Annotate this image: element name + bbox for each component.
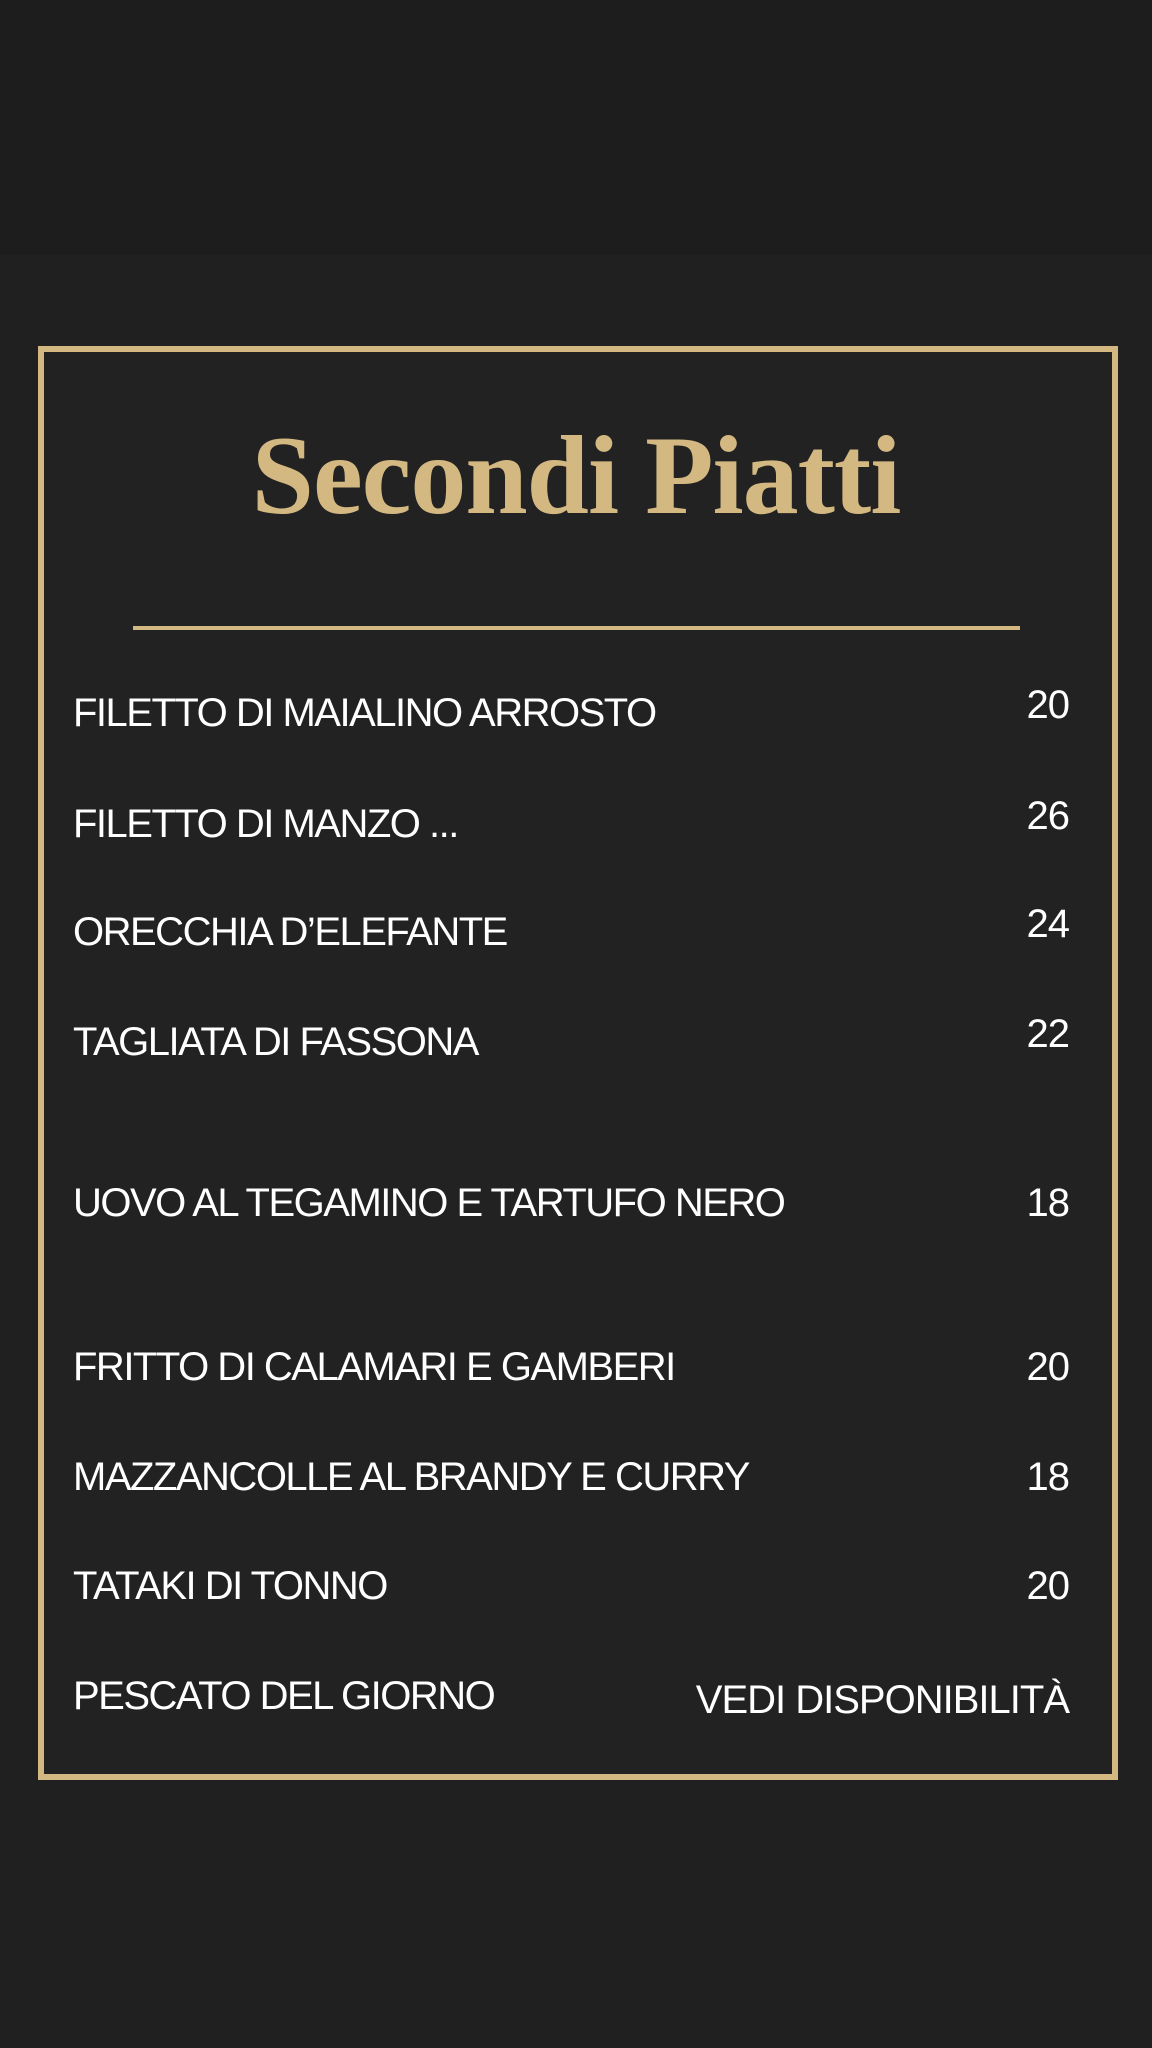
item-name: TAGLIATA DI FASSONA bbox=[73, 1020, 479, 1064]
menu-item: MAZZANCOLLE AL BRANDY E CURRY 18 bbox=[73, 1452, 1070, 1502]
menu-item: ORECCHIA D’ELEFANTE 24 bbox=[73, 902, 1070, 957]
item-price: 26 bbox=[1026, 794, 1070, 838]
menu-item: PESCATO DEL GIORNO VEDI DISPONIBILITÀ bbox=[73, 1671, 1070, 1722]
menu-title: Secondi Piatti bbox=[251, 414, 902, 538]
item-name: FILETTO DI MAIALINO ARROSTO bbox=[73, 691, 657, 735]
item-price: 20 bbox=[1026, 1345, 1070, 1389]
title-divider bbox=[133, 626, 1020, 630]
item-price: 18 bbox=[1026, 1455, 1070, 1499]
menu-item: FILETTO DI MANZO ... 26 bbox=[73, 794, 1070, 849]
item-price: 24 bbox=[1026, 902, 1070, 946]
item-price: 22 bbox=[1026, 1012, 1070, 1056]
item-name: ORECCHIA D’ELEFANTE bbox=[73, 910, 508, 954]
background-band bbox=[0, 0, 1152, 255]
menu-item: TAGLIATA DI FASSONA 22 bbox=[73, 1012, 1070, 1067]
menu-frame bbox=[38, 346, 1118, 1780]
item-price: VEDI DISPONIBILITÀ bbox=[695, 1678, 1070, 1722]
item-price: 20 bbox=[1026, 683, 1070, 727]
item-name: PESCATO DEL GIORNO bbox=[73, 1674, 496, 1718]
item-name: FILETTO DI MANZO ... bbox=[73, 802, 459, 846]
item-price: 18 bbox=[1026, 1181, 1070, 1225]
menu-item: FRITTO DI CALAMARI E GAMBERI 20 bbox=[73, 1342, 1070, 1392]
item-name: FRITTO DI CALAMARI E GAMBERI bbox=[73, 1345, 676, 1389]
menu-item: TATAKI DI TONNO 20 bbox=[73, 1561, 1070, 1611]
item-name: TATAKI DI TONNO bbox=[73, 1564, 388, 1608]
item-price: 20 bbox=[1026, 1564, 1070, 1608]
item-name: MAZZANCOLLE AL BRANDY E CURRY bbox=[73, 1455, 750, 1499]
item-name: UOVO AL TEGAMINO E TARTUFO NERO bbox=[73, 1181, 786, 1225]
menu-item: FILETTO DI MAIALINO ARROSTO 20 bbox=[73, 683, 1070, 738]
menu-item: UOVO AL TEGAMINO E TARTUFO NERO 18 bbox=[73, 1178, 1070, 1228]
